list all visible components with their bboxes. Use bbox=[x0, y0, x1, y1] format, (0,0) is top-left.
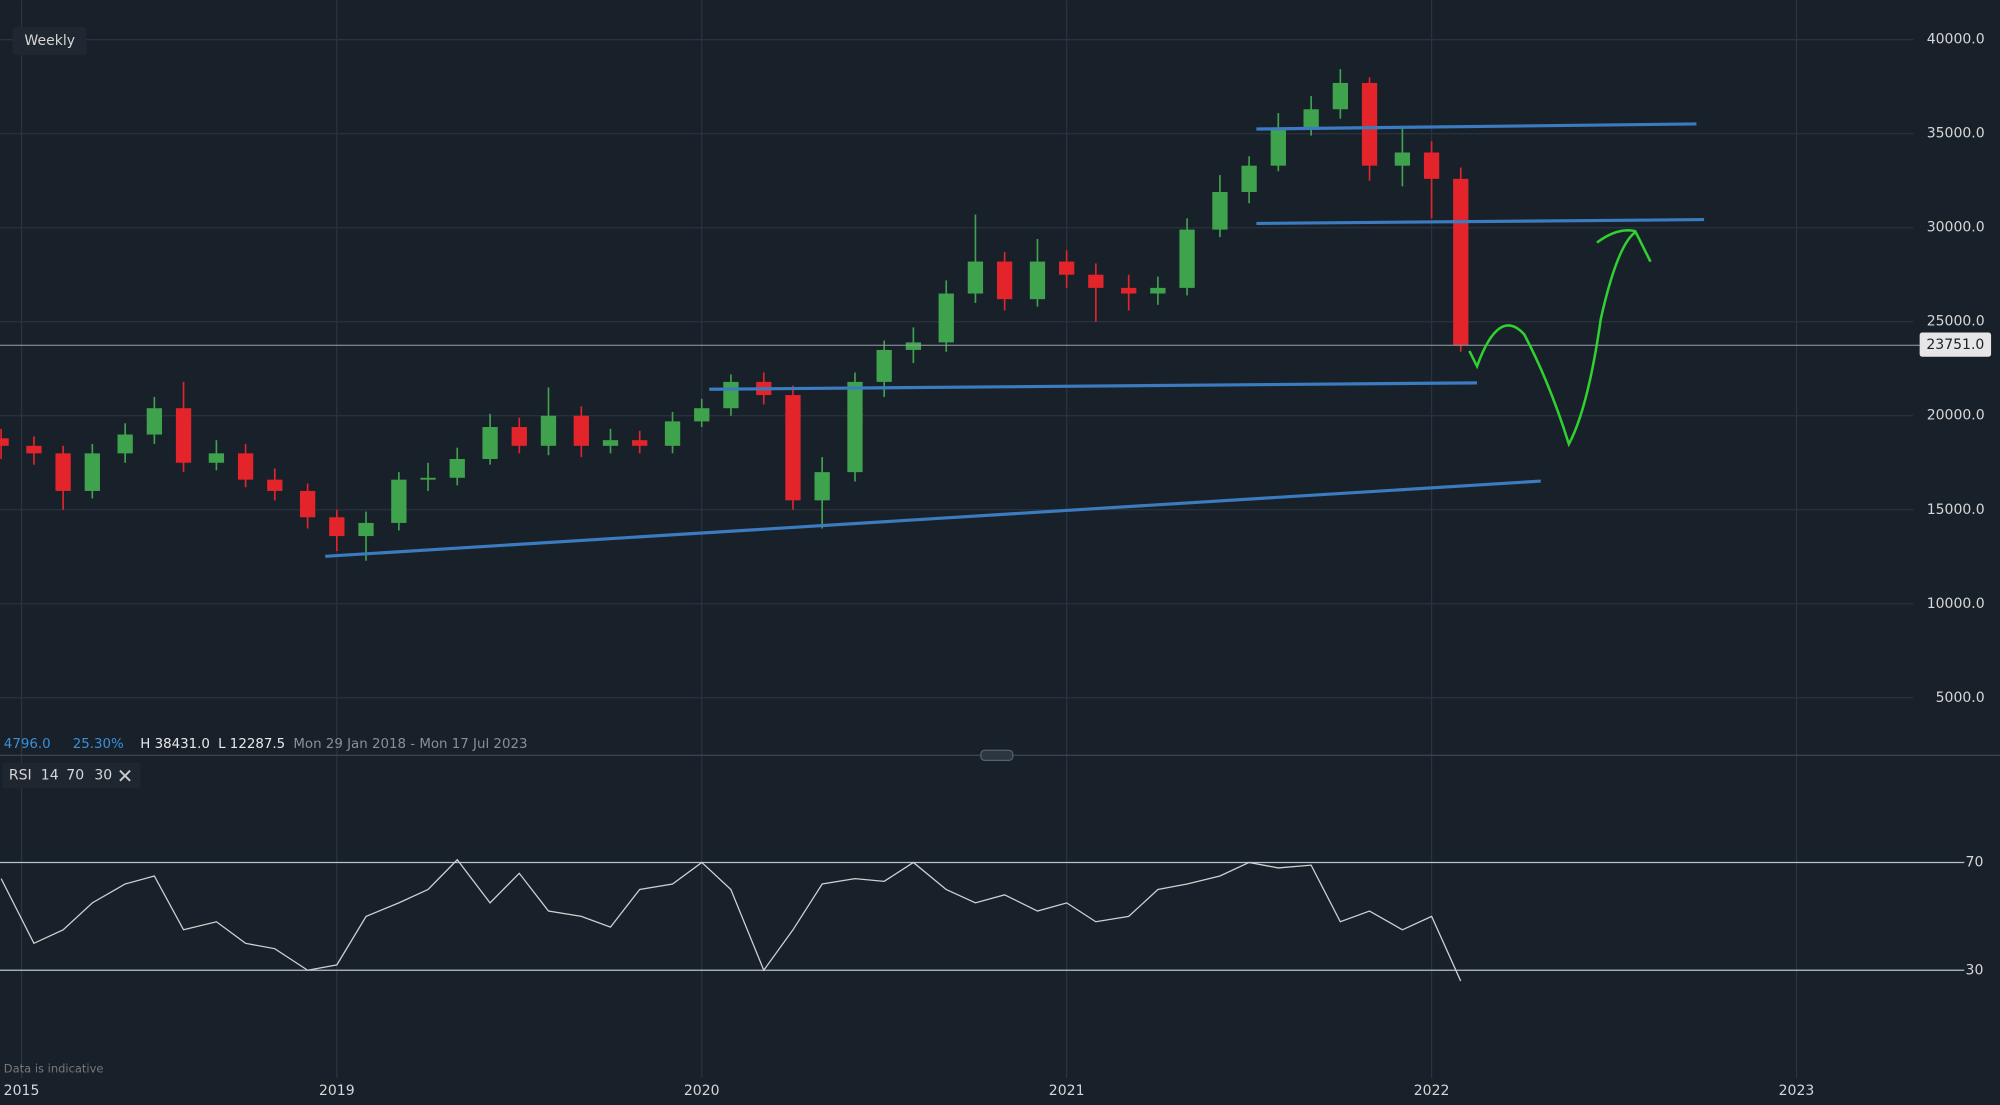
candle-body bbox=[847, 381, 863, 473]
candle-body bbox=[876, 349, 892, 382]
candle-body bbox=[785, 395, 801, 501]
x-tick-label: 2021 bbox=[1049, 1083, 1085, 1099]
rsi-tick-label: 30 bbox=[1966, 962, 1984, 978]
candle-body bbox=[299, 490, 316, 518]
rsi-close-button[interactable] bbox=[119, 769, 131, 782]
candle-body bbox=[482, 427, 498, 459]
candle-body bbox=[1150, 287, 1166, 294]
info-item: H 38431.0 bbox=[140, 737, 210, 752]
rsi-upper: 70 bbox=[66, 768, 84, 784]
x-tick-label: 2020 bbox=[684, 1083, 720, 1099]
footer-note: Data is indicative bbox=[4, 1062, 104, 1076]
candle-body bbox=[208, 453, 225, 463]
candle-body bbox=[0, 438, 9, 446]
candle-body bbox=[511, 427, 527, 446]
y-tick-label: 25000.0 bbox=[1927, 314, 1985, 330]
candle-body bbox=[540, 415, 557, 446]
candle-body bbox=[146, 408, 163, 435]
y-tick-label: 10000.0 bbox=[1927, 596, 1985, 612]
candle-body bbox=[55, 453, 71, 491]
candle-body bbox=[449, 458, 465, 478]
candle-body bbox=[723, 381, 739, 409]
candle-body bbox=[1453, 178, 1469, 346]
candle-body bbox=[602, 440, 619, 446]
candle-body bbox=[694, 408, 710, 422]
candle-body bbox=[1423, 152, 1440, 179]
x-tick-label: 2019 bbox=[319, 1083, 355, 1099]
candle-body bbox=[237, 453, 254, 480]
y-tick-label: 35000.0 bbox=[1927, 126, 1985, 142]
candle-body bbox=[117, 434, 133, 454]
last-price-tag bbox=[1919, 332, 1992, 357]
info-item: L 12287.5 bbox=[218, 737, 285, 752]
y-tick-label: 20000.0 bbox=[1927, 408, 1985, 424]
trend-line bbox=[709, 381, 1478, 391]
candle-body bbox=[1088, 274, 1104, 288]
candle-body bbox=[175, 408, 192, 463]
interval-badge[interactable] bbox=[12, 26, 87, 56]
x-tick-label: 2015 bbox=[4, 1083, 40, 1099]
candle-body bbox=[664, 421, 681, 446]
candle-body bbox=[1303, 109, 1319, 129]
candle-body bbox=[1212, 191, 1228, 230]
candle-body bbox=[1059, 261, 1075, 275]
info-bar: 4796.0 25.30% H 38431.0 L 12287.5 Mon 29 Jan… bbox=[4, 737, 528, 752]
y-tick-label: 40000.0 bbox=[1927, 32, 1985, 48]
trend-line bbox=[1256, 217, 1705, 226]
candle-body bbox=[358, 522, 374, 537]
trend-line bbox=[325, 479, 1541, 558]
candle-body bbox=[996, 261, 1013, 300]
candle-body bbox=[632, 440, 648, 446]
candle-body bbox=[84, 453, 100, 491]
rsi-tick-label: 70 bbox=[1966, 854, 1984, 870]
y-tick-label: 15000.0 bbox=[1927, 502, 1985, 518]
candle-body bbox=[938, 293, 954, 343]
candle-body bbox=[814, 472, 830, 501]
candle-body bbox=[420, 477, 436, 480]
candle-body bbox=[1179, 229, 1195, 288]
y-tick-label: 30000.0 bbox=[1927, 220, 1985, 236]
info-item: 4796.0 bbox=[4, 737, 51, 752]
candle-body bbox=[573, 415, 589, 446]
rsi-name: RSI bbox=[9, 768, 32, 784]
trend-lines bbox=[325, 122, 1705, 558]
rsi-lower: 30 bbox=[94, 768, 112, 784]
candle-body bbox=[1270, 128, 1286, 166]
info-item: 25.30% bbox=[73, 737, 124, 752]
candle-body bbox=[1394, 152, 1411, 166]
panel-resize-handle[interactable] bbox=[980, 749, 1014, 762]
candle-body bbox=[1029, 261, 1046, 300]
rsi-settings-box bbox=[2, 762, 141, 789]
interval-label[interactable]: Weekly bbox=[24, 33, 75, 49]
marks-layer: 23751.0 bbox=[0, 69, 1992, 982]
candle-body bbox=[1361, 82, 1378, 166]
trend-line bbox=[1256, 122, 1697, 131]
last-price-label: 23751.0 bbox=[1926, 337, 1984, 353]
x-tick-label: 2023 bbox=[1779, 1083, 1815, 1099]
candle-body bbox=[329, 517, 345, 537]
rsi-settings: RSI 14 70 30 bbox=[2, 762, 141, 789]
candle-body bbox=[1241, 165, 1257, 192]
y-tick-label: 5000.0 bbox=[1936, 690, 1985, 706]
info-item: Mon 29 Jan 2018 - Mon 17 Jul 2023 bbox=[293, 737, 527, 752]
candle-body bbox=[967, 261, 984, 294]
rsi-period: 14 bbox=[41, 768, 59, 784]
rsi-line bbox=[0, 858, 1462, 982]
candle-body bbox=[905, 342, 922, 350]
candle-body bbox=[26, 445, 42, 454]
forecast-arrow bbox=[1468, 229, 1652, 448]
x-tick-label: 2022 bbox=[1414, 1083, 1450, 1099]
candle-body bbox=[1332, 82, 1348, 110]
candle-body bbox=[1121, 287, 1137, 294]
candle-body bbox=[391, 479, 407, 523]
candle-body bbox=[267, 479, 283, 491]
